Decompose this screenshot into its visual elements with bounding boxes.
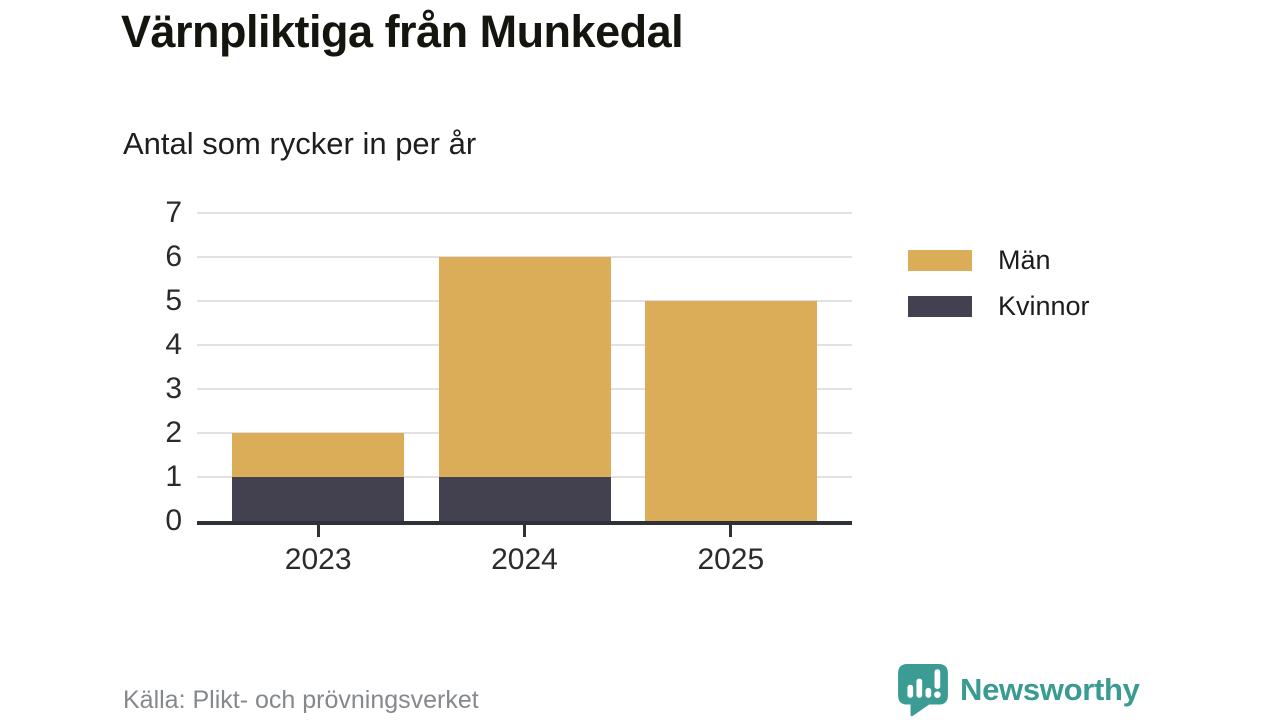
chart-title: Värnpliktiga från Munkedal bbox=[121, 6, 684, 57]
x-axis-label-2023: 2023 bbox=[284, 543, 352, 576]
bar-man-2023 bbox=[232, 433, 405, 477]
x-axis-tick-2024 bbox=[523, 525, 526, 537]
bar-kvinnor-2023 bbox=[232, 477, 405, 521]
chart-subtitle: Antal som rycker in per år bbox=[123, 126, 477, 161]
gridline-y7 bbox=[197, 212, 852, 214]
legend-swatch-kvinnor bbox=[908, 295, 972, 317]
plot-area: 0 1 2 3 4 5 6 7 2023 2024 2025 bbox=[165, 198, 852, 576]
legend: Män Kvinnor bbox=[908, 244, 1090, 322]
y-axis-tick-label-0: 0 bbox=[165, 504, 182, 537]
legend-item-kvinnor: Kvinnor bbox=[908, 290, 1090, 322]
newsworthy-logo: Newsworthy bbox=[897, 663, 1140, 717]
x-axis-tick-2025 bbox=[729, 525, 733, 537]
bar-kvinnor-2024 bbox=[438, 477, 611, 521]
legend-label-kvinnor: Kvinnor bbox=[998, 290, 1090, 321]
legend-label-man: Män bbox=[998, 244, 1051, 275]
x-axis-label-2025: 2025 bbox=[697, 543, 765, 576]
newsworthy-wordmark: Newsworthy bbox=[960, 672, 1140, 707]
y-axis-tick-label-7: 7 bbox=[165, 196, 182, 229]
source-note: Källa: Plikt- och prövningsverket bbox=[123, 686, 479, 714]
legend-item-man: Män bbox=[908, 244, 1090, 276]
y-axis-tick-label-3: 3 bbox=[165, 372, 182, 405]
y-axis-tick-label-1: 1 bbox=[165, 460, 182, 493]
bar-man-2025 bbox=[644, 301, 817, 521]
x-axis-line bbox=[197, 521, 852, 525]
y-axis-labels: 0 1 2 3 4 5 6 7 bbox=[125, 198, 182, 536]
bar-man-2024 bbox=[438, 257, 611, 477]
x-axis-tick-2023 bbox=[316, 525, 320, 537]
y-axis-tick-label-4: 4 bbox=[165, 328, 182, 361]
y-axis-tick-label-6: 6 bbox=[165, 240, 182, 273]
legend-swatch-man bbox=[908, 249, 972, 271]
y-axis-tick-label-2: 2 bbox=[165, 416, 182, 449]
x-axis-label-2024: 2024 bbox=[491, 543, 558, 576]
y-axis-tick-label-5: 5 bbox=[165, 284, 182, 317]
newsworthy-icon bbox=[898, 664, 948, 717]
